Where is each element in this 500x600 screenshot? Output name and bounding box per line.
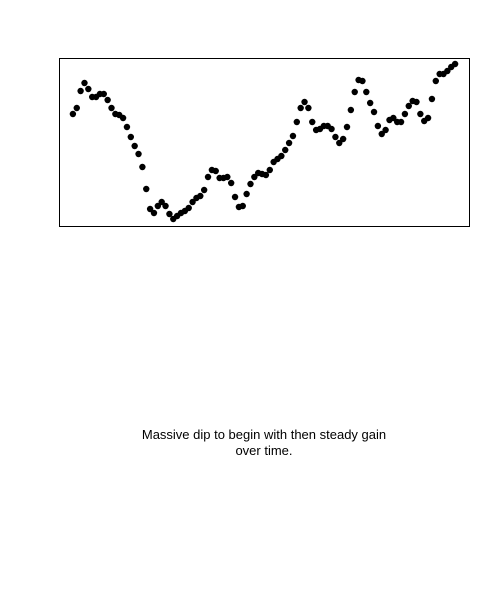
point (185, 204, 192, 212)
point (224, 173, 231, 181)
point (282, 146, 289, 154)
point (451, 60, 459, 68)
point (301, 98, 308, 106)
point (305, 104, 312, 112)
point (363, 88, 370, 96)
point (370, 108, 378, 116)
point (336, 139, 343, 147)
point (143, 185, 150, 193)
point (154, 202, 162, 210)
point (131, 142, 138, 150)
point (328, 125, 335, 133)
point (85, 85, 92, 93)
point (69, 110, 77, 118)
point (285, 139, 293, 147)
point (444, 67, 451, 75)
point (278, 152, 285, 160)
point (104, 96, 111, 104)
point (146, 205, 154, 213)
point (347, 106, 355, 114)
point (251, 173, 258, 181)
point (135, 150, 142, 158)
point (417, 110, 424, 118)
point (100, 90, 107, 98)
plot-frame (59, 58, 470, 227)
point (108, 104, 115, 112)
point (119, 114, 127, 122)
point (127, 133, 135, 141)
point (243, 190, 250, 198)
point (77, 87, 84, 95)
point (401, 110, 409, 118)
point (332, 133, 339, 141)
point (197, 192, 204, 200)
point (297, 104, 304, 112)
point (309, 118, 316, 126)
point (200, 186, 208, 194)
point (405, 102, 412, 110)
point (382, 126, 389, 134)
point (262, 171, 270, 179)
point (366, 99, 374, 107)
point (374, 122, 382, 130)
point (428, 95, 436, 103)
point (166, 210, 173, 218)
point (231, 193, 239, 201)
point (339, 135, 347, 143)
point (413, 98, 420, 106)
point (390, 114, 397, 122)
point (81, 79, 88, 87)
point (289, 132, 297, 140)
point (378, 130, 385, 138)
point (73, 104, 80, 112)
point (239, 202, 246, 210)
point (189, 198, 196, 206)
point (432, 77, 439, 85)
point (158, 198, 165, 206)
point (227, 179, 235, 187)
caption: Massive dip to begin with then steady ga… (141, 427, 387, 458)
point (204, 173, 212, 181)
point (123, 123, 131, 131)
point (424, 114, 432, 122)
point (343, 123, 351, 131)
point (397, 118, 405, 126)
point (139, 163, 146, 171)
point (247, 180, 254, 188)
point (212, 167, 219, 175)
point (162, 202, 169, 210)
point (266, 166, 273, 174)
point (359, 77, 366, 85)
point (150, 209, 158, 217)
point (293, 118, 301, 126)
point (351, 88, 358, 96)
